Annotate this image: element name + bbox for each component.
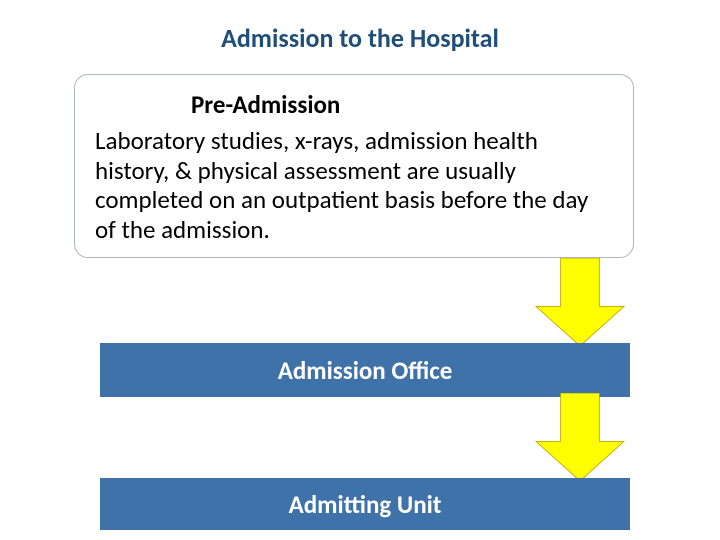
preadmission-panel: Pre-Admission Laboratory studies, x-rays… xyxy=(74,74,634,258)
admitting-unit-bar: Admitting Unit xyxy=(100,478,630,530)
preadmission-heading: Pre-Admission xyxy=(191,89,613,120)
admission-office-bar: Admission Office xyxy=(100,343,630,397)
slide-title: Admission to the Hospital xyxy=(0,22,720,54)
admission-office-label: Admission Office xyxy=(278,355,453,386)
down-arrow-icon xyxy=(535,393,625,481)
preadmission-body: Laboratory studies, x-rays, admission he… xyxy=(95,126,613,244)
admitting-unit-label: Admitting Unit xyxy=(289,489,442,520)
down-arrow-icon xyxy=(535,258,625,346)
